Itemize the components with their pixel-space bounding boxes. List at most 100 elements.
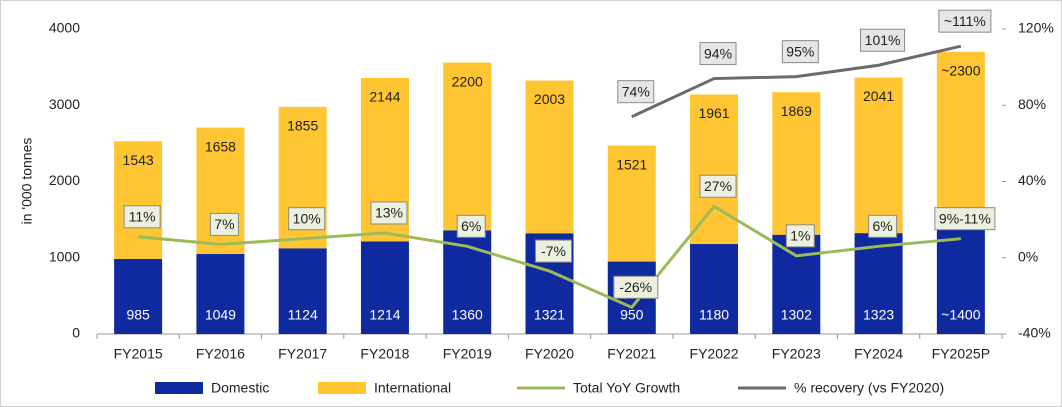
data-label: 1124 [288,307,318,323]
y-tick-label: 4000 [49,20,80,36]
data-label: 1360 [452,307,483,323]
line-label: 74% [622,83,650,99]
line-label: 27% [704,178,732,194]
label-box [785,224,815,248]
x-tick-label: FY2017 [278,346,327,362]
legend-label: % recovery (vs FY2020) [794,380,944,396]
data-label: 1855 [287,118,318,134]
bar-segment [690,244,739,334]
x-tick-label: FY2015 [114,346,163,362]
label-box [288,207,326,231]
line-label: 6% [461,218,481,234]
bar-segment [196,254,245,334]
data-label: 1658 [205,138,236,154]
line-label: ~111% [944,13,986,29]
line-label: -7% [541,243,566,259]
line-label: 11% [129,208,156,224]
bar-segment [936,51,985,228]
legend-swatch [318,382,366,394]
legend-swatch [155,382,203,394]
line [137,204,962,310]
bar-segment [854,233,903,334]
label-box [699,174,737,198]
y2-tick-label: 80% [1018,96,1046,112]
data-label: ~2300 [941,63,981,79]
data-label: 2003 [534,91,565,107]
label-box [535,239,572,263]
label-box [699,42,737,66]
label-box [613,275,659,299]
y-tick-label: 0 [72,325,80,341]
data-label: 950 [620,307,644,323]
y2-tick-label: 0% [1018,248,1038,264]
data-label: 985 [126,307,150,323]
bar-segment [772,234,821,334]
y-tick-label: 1000 [49,248,80,264]
bar-segment [772,92,821,235]
x-tick-label: FY2022 [690,346,739,362]
line-label: 10% [293,210,321,226]
line-label: 95% [786,43,814,59]
bar-segment [690,94,739,245]
data-label: 1323 [863,307,894,323]
line-label: 1% [790,228,810,244]
line-label: -26% [619,279,652,295]
label-box [938,9,992,33]
legend-label: International [374,380,451,396]
line-label: 9%-11% [939,210,991,226]
x-tick-label: FY2020 [525,346,574,362]
line-label: 13% [375,205,403,221]
x-tick-label: FY2016 [196,346,245,362]
label-box [209,212,239,236]
data-label: 2144 [369,89,400,105]
y2-tick-label: -40% [1018,325,1051,341]
line-label: 94% [704,45,732,61]
label-box [868,214,898,238]
legend-label: Domestic [211,380,269,396]
y-axis-title: in '000 tonnes [19,138,35,225]
bar-segment [278,248,327,334]
data-label: 1321 [534,307,565,323]
bar-segment [360,241,409,334]
bar-segment [936,227,985,334]
data-label: 1961 [698,105,729,121]
y2-tick-label: 40% [1018,172,1046,188]
y-tick-label: 3000 [49,96,80,112]
bar-segment [443,62,492,231]
x-tick-label: FY2024 [854,346,903,362]
x-tick-label: FY2021 [607,346,656,362]
bar-segment [114,258,163,334]
x-tick-label: FY2019 [443,346,492,362]
line-label: 6% [872,218,892,234]
legend-label: Total YoY Growth [573,380,680,396]
data-label: 1543 [123,152,154,168]
y-tick-label: 2000 [49,172,80,188]
label-box [123,205,161,229]
x-tick-label: FY2023 [772,346,821,362]
data-label: 1049 [205,307,236,323]
data-label: 1521 [616,156,647,172]
data-label: 1214 [369,307,400,323]
line [631,44,962,119]
data-label: 1302 [781,307,812,323]
x-tick-label: FY2025P [932,346,990,362]
label-box [370,201,408,225]
data-label: 1180 [699,307,729,323]
label-box [860,28,906,52]
label-box [617,80,655,104]
label-box [456,214,486,238]
label-box [934,207,996,231]
data-label: ~1400 [941,307,981,323]
data-label: 2041 [863,88,894,104]
line-label: 101% [865,32,901,48]
label-box [781,40,819,64]
bar-segment [854,77,903,234]
y2-tick-label: 120% [1018,20,1054,36]
data-label: 2200 [452,73,483,89]
bar-segment [525,80,574,234]
x-tick-label: FY2018 [360,346,409,362]
bar-segment [607,145,656,262]
data-label: 1869 [781,103,812,119]
line-label: 7% [214,216,234,232]
